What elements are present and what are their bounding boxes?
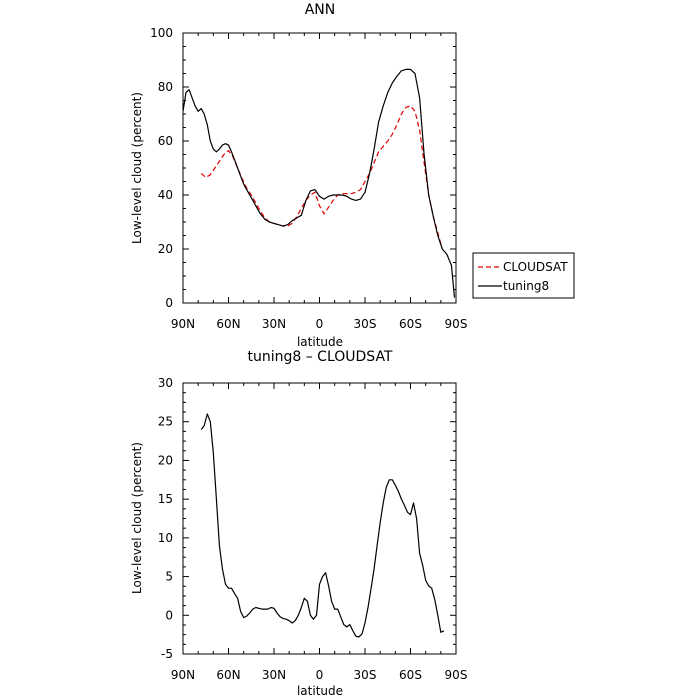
top-y-axis-label: Low-level cloud (percent): [130, 92, 144, 244]
x-tick-label: 90N: [171, 317, 195, 331]
x-tick-label: 60N: [216, 668, 240, 682]
x-tick-label: 30N: [262, 317, 286, 331]
y-tick-label: 5: [165, 570, 173, 584]
y-tick-label: 100: [150, 26, 173, 40]
x-tick-label: 90N: [171, 668, 195, 682]
bottom-y-axis-label: Low-level cloud (percent): [130, 442, 144, 594]
legend-box: [472, 252, 575, 299]
x-tick-label: 90S: [445, 668, 468, 682]
y-tick-label: -5: [161, 647, 173, 661]
legend: CLOUDSAT tuning8: [472, 252, 575, 299]
y-tick-label: 20: [158, 453, 173, 467]
x-tick-label: 0: [316, 668, 324, 682]
y-tick-label: 40: [158, 188, 173, 202]
y-tick-label: 30: [158, 376, 173, 390]
x-tick-label: 90S: [445, 317, 468, 331]
y-tick-label: 25: [158, 415, 173, 429]
series-line-cloudsat: [200, 105, 443, 250]
x-tick-label: 60S: [399, 317, 422, 331]
y-tick-label: 0: [165, 296, 173, 310]
x-tick-label: 30S: [354, 668, 377, 682]
y-tick-label: 60: [158, 134, 173, 148]
y-tick-label: 80: [158, 80, 173, 94]
legend-label-tuning8: tuning8: [503, 279, 549, 293]
y-tick-label: 0: [165, 608, 173, 622]
y-tick-label: 15: [158, 492, 173, 506]
bottom-panel: tuning8 – CLOUDSAT latitude Low-level cl…: [130, 349, 467, 698]
x-tick-label: 60S: [399, 668, 422, 682]
top-x-axis-label: latitude: [297, 335, 343, 349]
top-panel: ANN latitude Low-level cloud (percent) 0…: [130, 2, 467, 349]
bottom-x-axis-label: latitude: [297, 684, 343, 698]
x-tick-label: 60N: [216, 317, 240, 331]
series-line-difference: [200, 413, 445, 638]
bottom-chart-title: tuning8 – CLOUDSAT: [247, 349, 392, 365]
y-tick-label: 10: [158, 531, 173, 545]
top-chart-title: ANN: [305, 2, 336, 18]
series-line-tuning8: [182, 68, 456, 298]
x-tick-label: 30N: [262, 668, 286, 682]
x-tick-label: 0: [316, 317, 324, 331]
y-tick-label: 20: [158, 242, 173, 256]
legend-label-cloudsat: CLOUDSAT: [503, 260, 568, 274]
x-tick-label: 30S: [354, 317, 377, 331]
